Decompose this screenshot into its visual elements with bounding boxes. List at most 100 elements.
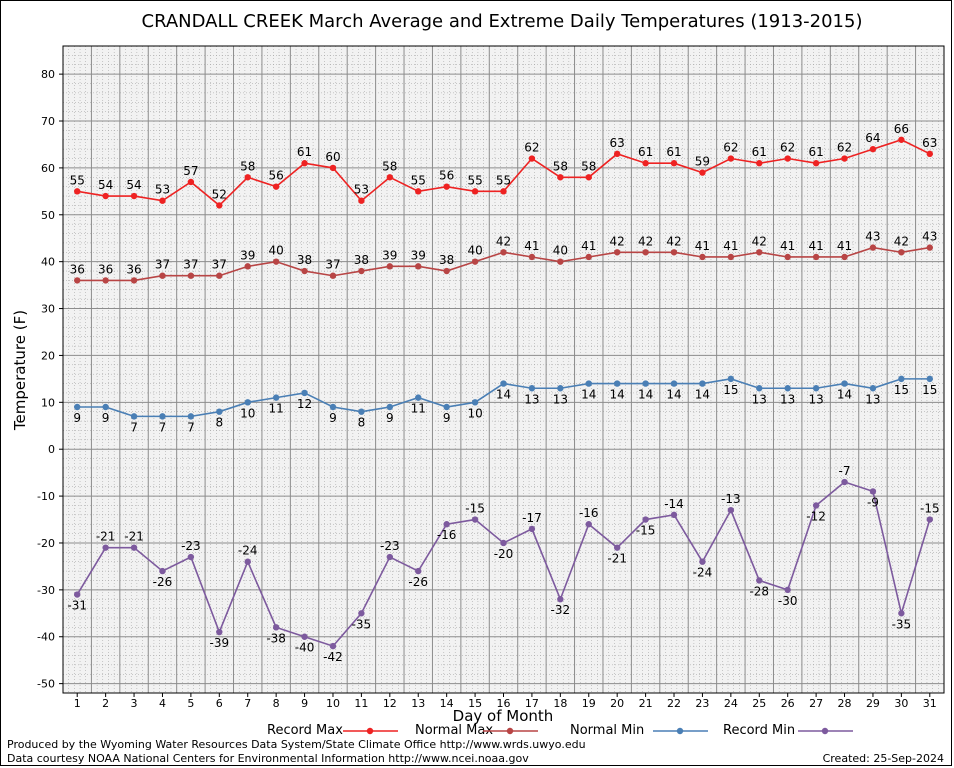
normal-min-point bbox=[301, 389, 308, 397]
x-tick-label: 14 bbox=[440, 697, 454, 710]
record-max-data-label: 57 bbox=[183, 164, 198, 178]
normal-min-point bbox=[528, 385, 536, 392]
normal-max-data-label: 43 bbox=[922, 230, 937, 244]
normal-min-data-label: 15 bbox=[922, 383, 937, 397]
normal-max-data-label: 38 bbox=[297, 253, 312, 267]
record-max-point bbox=[528, 155, 536, 162]
normal-max-data-label: 37 bbox=[183, 258, 198, 272]
normal-min-data-label: 13 bbox=[553, 392, 568, 406]
normal-min-data-label: 7 bbox=[187, 420, 195, 434]
x-tick-label: 26 bbox=[781, 697, 795, 710]
record-max-point bbox=[869, 145, 877, 153]
x-tick-label: 28 bbox=[838, 697, 852, 710]
series-layer: 55 54 54 53 57 52 58 56 61 60 53 58 55 56 55 55 62 58 58 63… bbox=[67, 122, 939, 664]
x-tick-label: 12 bbox=[383, 697, 397, 710]
normal-max-data-label: 40 bbox=[467, 244, 482, 258]
normal-min-data-label: 14 bbox=[610, 388, 625, 402]
normal-max-point bbox=[670, 249, 678, 256]
y-tick-label: 60 bbox=[41, 162, 55, 175]
x-tick-label: 11 bbox=[354, 697, 368, 710]
normal-max-data-label: 36 bbox=[98, 262, 113, 276]
record-min-point bbox=[500, 539, 507, 547]
legend-label-record-min: Record Min bbox=[723, 723, 795, 738]
record-min-point bbox=[670, 511, 678, 519]
normal-max-point bbox=[130, 277, 138, 284]
record-max-point bbox=[727, 155, 735, 162]
record-max-point bbox=[841, 155, 848, 162]
record-min-point bbox=[415, 567, 422, 575]
record-min-point bbox=[301, 633, 308, 640]
normal-max-point bbox=[784, 253, 791, 261]
normal-min-point bbox=[557, 385, 564, 392]
record-min-series: -31 -21 -21 -26 -23 -39 -24 -38 -40 -42 -35 -23 -26 -… bbox=[67, 464, 939, 664]
record-min-data-label: -38 bbox=[266, 631, 286, 645]
normal-max-data-label: 40 bbox=[269, 244, 284, 258]
record-min-point bbox=[471, 516, 479, 523]
normal-min-point bbox=[415, 394, 422, 401]
record-max-point bbox=[756, 160, 763, 167]
record-max-data-label: 55 bbox=[467, 173, 482, 187]
normal-min-data-label: 9 bbox=[386, 411, 394, 425]
record-min-data-label: -32 bbox=[551, 603, 571, 617]
record-min-data-label: -15 bbox=[920, 502, 940, 516]
record-max-data-label: 55 bbox=[496, 173, 511, 187]
normal-min-data-label: 7 bbox=[159, 420, 167, 434]
record-min-point bbox=[159, 567, 166, 575]
normal-min-data-label: 13 bbox=[865, 392, 880, 406]
y-tick-label: 50 bbox=[41, 209, 55, 222]
normal-max-data-label: 36 bbox=[70, 262, 85, 276]
normal-min-point bbox=[272, 394, 280, 401]
record-max-data-label: 53 bbox=[155, 183, 170, 197]
normal-min-point bbox=[386, 403, 394, 411]
normal-max-point bbox=[528, 253, 536, 261]
normal-max-data-label: 41 bbox=[723, 239, 738, 253]
record-min-data-label: -30 bbox=[778, 594, 798, 608]
record-min-point bbox=[926, 516, 933, 523]
record-min-point bbox=[329, 642, 337, 650]
record-min-point bbox=[869, 488, 877, 495]
normal-max-point bbox=[841, 253, 848, 261]
record-max-data-label: 56 bbox=[439, 169, 454, 183]
major-grid bbox=[62, 45, 945, 694]
normal-max-point bbox=[699, 253, 706, 261]
normal-min-point bbox=[500, 380, 507, 387]
normal-min-data-label: 9 bbox=[443, 411, 451, 425]
y-tick-label: 20 bbox=[41, 349, 55, 362]
normal-max-data-label: 42 bbox=[610, 234, 625, 248]
legend-label-normal-min: Normal Min bbox=[570, 723, 644, 738]
legend-marker-normal-max bbox=[506, 727, 514, 735]
normal-min-point bbox=[130, 413, 138, 420]
normal-min-point bbox=[642, 380, 649, 387]
record-max-point bbox=[159, 197, 166, 204]
record-min-data-label: -12 bbox=[806, 509, 826, 523]
normal-min-point bbox=[102, 403, 109, 411]
record-min-point bbox=[841, 478, 848, 486]
record-max-point bbox=[613, 150, 621, 158]
x-tick-label: 9 bbox=[301, 697, 308, 710]
record-max-point bbox=[642, 160, 649, 167]
record-max-data-label: 61 bbox=[808, 145, 823, 159]
record-max-point bbox=[187, 178, 195, 186]
normal-min-point bbox=[74, 403, 81, 411]
record-max-data-label: 60 bbox=[325, 150, 340, 164]
record-max-point bbox=[130, 192, 138, 200]
record-min-point bbox=[74, 591, 81, 598]
x-axis-label: Day of Month bbox=[453, 707, 554, 725]
chart-title: CRANDALL CREEK March Average and Extreme… bbox=[142, 11, 863, 32]
record-max-data-label: 52 bbox=[212, 187, 227, 201]
y-tick-label: -10 bbox=[37, 490, 55, 503]
normal-min-data-label: 14 bbox=[695, 388, 710, 402]
normal-max-data-label: 38 bbox=[439, 253, 454, 267]
normal-max-point bbox=[272, 258, 280, 265]
record-min-data-label: -24 bbox=[238, 544, 258, 558]
legend-marker-normal-min bbox=[676, 727, 684, 735]
normal-min-data-label: 9 bbox=[329, 411, 337, 425]
normal-min-point bbox=[812, 385, 820, 392]
normal-min-data-label: 14 bbox=[638, 388, 653, 402]
normal-min-point bbox=[670, 380, 678, 387]
normal-min-point bbox=[699, 380, 706, 387]
record-min-data-label: -40 bbox=[295, 641, 315, 655]
normal-max-point bbox=[187, 272, 195, 279]
normal-max-point bbox=[812, 253, 820, 261]
record-max-point bbox=[301, 160, 308, 167]
